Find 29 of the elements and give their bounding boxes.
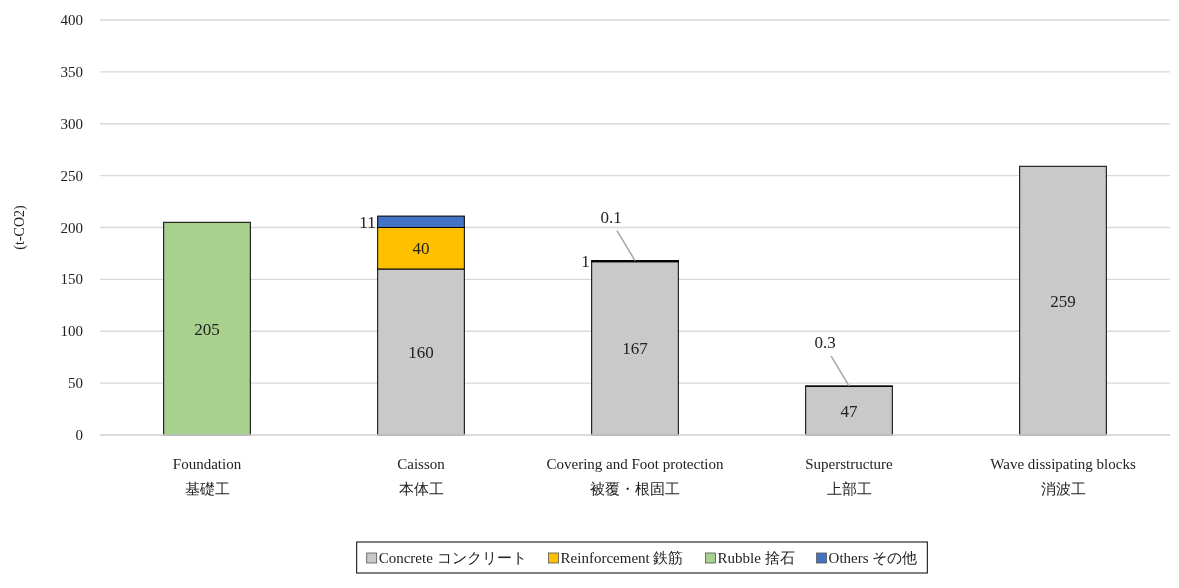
y-axis-title: (t-CO2) — [12, 205, 28, 250]
data-label: 0.3 — [814, 332, 836, 352]
x-tick-label: Superstructure 上部工 — [805, 456, 894, 497]
y-tick-label: 300 — [60, 115, 83, 132]
data-label: 1 — [581, 252, 590, 272]
y-tick-label: 50 — [68, 375, 83, 392]
y-tick-label: 200 — [60, 219, 83, 236]
data-label: 47 — [840, 401, 858, 421]
legend-label: Concrete コンクリート — [378, 550, 527, 566]
x-tick-label: Foundation 基礎工 — [172, 456, 242, 497]
y-tick-label: 350 — [60, 63, 83, 80]
y-tick-label: 250 — [60, 167, 83, 184]
data-label: 167 — [622, 339, 649, 359]
y-tick-label: 150 — [60, 271, 83, 288]
y-tick-label: 0 — [75, 427, 83, 443]
legend-label: Others その他 — [828, 550, 918, 566]
data-label: 11 — [359, 212, 376, 232]
y-tick-label: 400 — [60, 12, 83, 28]
x-tick-label: Wave dissipating blocks 消波工 — [990, 456, 1136, 497]
data-label: 205 — [194, 319, 220, 339]
data-label: 259 — [1050, 291, 1076, 311]
data-label: 160 — [408, 343, 434, 362]
x-tick-label: Caisson 本体工 — [397, 456, 446, 497]
data-label: 0.1 — [600, 207, 622, 227]
x-tick-label: Covering and Foot protection 被覆・根固工 — [546, 456, 725, 497]
data-label: 40 — [412, 239, 430, 259]
legend-label: Rubble 捨石 — [717, 550, 795, 566]
legend-label: Reinforcement 鉄筋 — [560, 550, 684, 566]
y-tick-label: 100 — [60, 323, 83, 340]
